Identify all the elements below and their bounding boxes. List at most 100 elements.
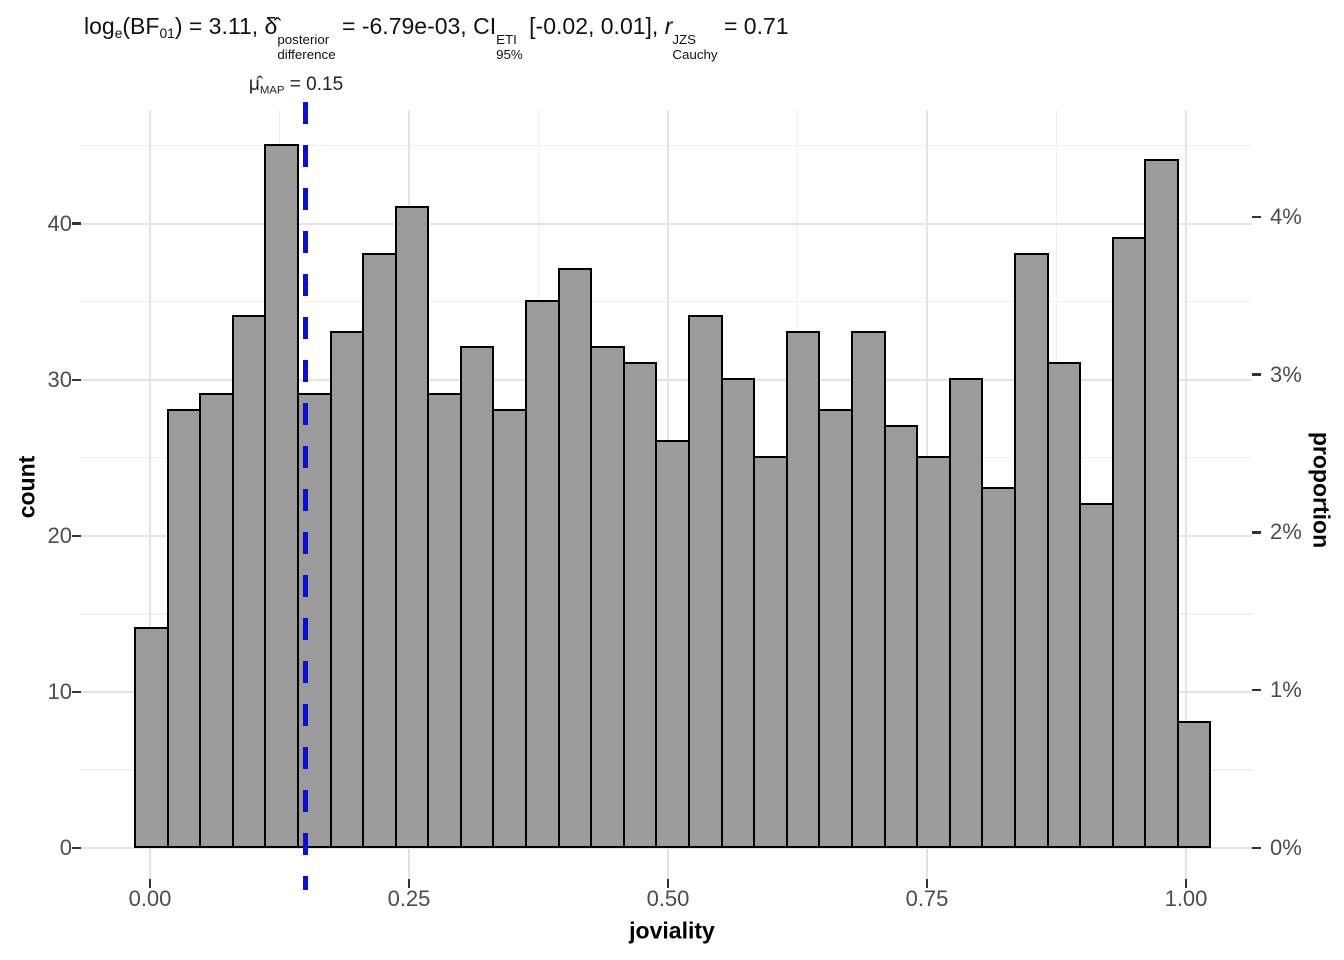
formula-text: = 0.71 — [717, 13, 789, 39]
formula-text: log — [84, 13, 115, 39]
subscript: 95% — [496, 47, 523, 63]
histogram-bar — [199, 393, 234, 848]
histogram-bar — [916, 455, 951, 848]
x-axis-tick-inner — [667, 849, 669, 879]
histogram-bar — [1176, 721, 1212, 848]
right-axis-tick — [1252, 688, 1261, 692]
plot-panel — [80, 110, 1252, 849]
right-axis-title: proportion — [1308, 431, 1335, 549]
histogram-bar — [1046, 362, 1082, 848]
y-axis-tick-label: 10 — [47, 678, 72, 704]
right-axis-tick — [1252, 531, 1261, 534]
map-dashed-line — [302, 102, 308, 890]
subscript: Cauchy — [672, 47, 718, 63]
formula-text: = -6.79e-03, CI — [335, 13, 497, 39]
gridline-x-major — [1185, 110, 1187, 848]
x-axis-tick — [925, 879, 929, 888]
right-axis-tick-label: 4% — [1270, 203, 1302, 229]
y-axis-tick-label: 0 — [59, 835, 72, 860]
gridline-y-major — [80, 847, 1252, 849]
right-axis-tick — [1252, 846, 1261, 850]
x-axis-title: joviality — [629, 917, 715, 944]
histogram-bar — [525, 299, 560, 848]
stats-subtitle-formula: loge(BF01) = 3.11, δ̂ posterior difference… — [84, 13, 789, 63]
sup-sub-stack: posterior difference — [277, 32, 336, 63]
histogram-bar — [166, 408, 202, 848]
histogram-bar — [688, 315, 723, 848]
map-estimate-label: μ̂MAP = 0.15 — [249, 74, 343, 96]
histogram-bar — [981, 486, 1016, 848]
right-axis-tick-label: 3% — [1270, 361, 1302, 387]
superscript: ETI — [496, 32, 517, 48]
histogram-bar — [557, 268, 593, 848]
x-axis-tick — [148, 879, 152, 888]
histogram-bar — [1111, 237, 1147, 848]
histogram-bar — [492, 408, 528, 848]
formula-text: μ̂ — [248, 74, 260, 95]
sup-sub-stack: JZS Cauchy — [672, 32, 718, 63]
histogram-bar — [1079, 502, 1114, 848]
x-axis-tick-label: 0.75 — [905, 886, 949, 911]
histogram-bar — [427, 393, 462, 848]
gridline-x-major — [149, 110, 151, 848]
right-axis-tick — [1252, 373, 1261, 376]
histogram-bar — [459, 346, 495, 848]
gridline-y-minor — [80, 300, 1252, 303]
formula-text: δ̂ — [264, 13, 278, 39]
histogram-bar — [329, 330, 365, 848]
subscript: 01 — [159, 26, 175, 42]
histogram-bar — [590, 346, 625, 848]
x-axis-tick-label: 0.25 — [387, 886, 431, 911]
x-axis-tick-label: 1.00 — [1164, 886, 1208, 911]
superscript: posterior — [277, 32, 330, 48]
histogram-bar — [622, 362, 658, 848]
y-axis-tick — [72, 690, 81, 694]
x-axis-tick-label: 0.00 — [128, 886, 172, 911]
y-axis-tick-label: 20 — [47, 522, 72, 548]
right-axis-tick-label: 1% — [1270, 677, 1302, 703]
x-axis-tick — [666, 879, 670, 888]
formula-text: (BF — [122, 13, 160, 39]
histogram-bar — [850, 330, 886, 848]
histogram-bar — [753, 455, 788, 848]
y-axis-tick — [72, 846, 81, 850]
histogram-bar — [231, 315, 267, 848]
histogram-bar — [655, 440, 691, 848]
right-axis-tick — [1252, 215, 1261, 219]
superscript: JZS — [672, 32, 697, 48]
y-axis-tick-label: 30 — [47, 366, 72, 392]
x-axis-tick — [407, 879, 411, 888]
right-axis-tick-label: 0% — [1270, 835, 1302, 860]
x-axis-tick-inner — [1185, 849, 1187, 879]
subscript: difference — [277, 47, 336, 63]
formula-text: = 0.15 — [284, 74, 344, 95]
gridline-y-major — [80, 222, 1252, 225]
right-axis-tick-label: 2% — [1270, 519, 1302, 545]
formula-text: ) = 3.11, — [174, 13, 265, 39]
histogram-bar — [394, 206, 430, 848]
y-axis-tick — [72, 378, 81, 381]
histogram-bar — [1144, 159, 1179, 848]
histogram-bar — [720, 377, 756, 848]
histogram-bar — [818, 408, 853, 848]
histogram-bar — [362, 252, 397, 848]
sup-sub-stack: ETI 95% — [496, 32, 523, 63]
subscript: MAP — [259, 84, 285, 97]
y-axis-tick-label: 40 — [47, 210, 72, 236]
subscript: e — [114, 26, 123, 42]
y-axis-title: count — [13, 455, 40, 519]
gridline-y-minor — [80, 144, 1252, 147]
y-axis-tick — [72, 222, 81, 225]
formula-text: r — [664, 13, 673, 39]
formula-text: [-0.02, 0.01], — [522, 13, 665, 39]
histogram-bar — [785, 330, 821, 848]
x-axis-tick-inner — [408, 849, 410, 879]
histogram-bar — [134, 627, 169, 848]
x-axis-tick-inner — [926, 849, 928, 879]
gridline-y-major — [80, 378, 1252, 381]
histogram-bar — [883, 424, 919, 848]
histogram-bar — [264, 143, 299, 848]
x-axis-tick — [1184, 879, 1188, 888]
histogram-bar — [1013, 252, 1049, 848]
